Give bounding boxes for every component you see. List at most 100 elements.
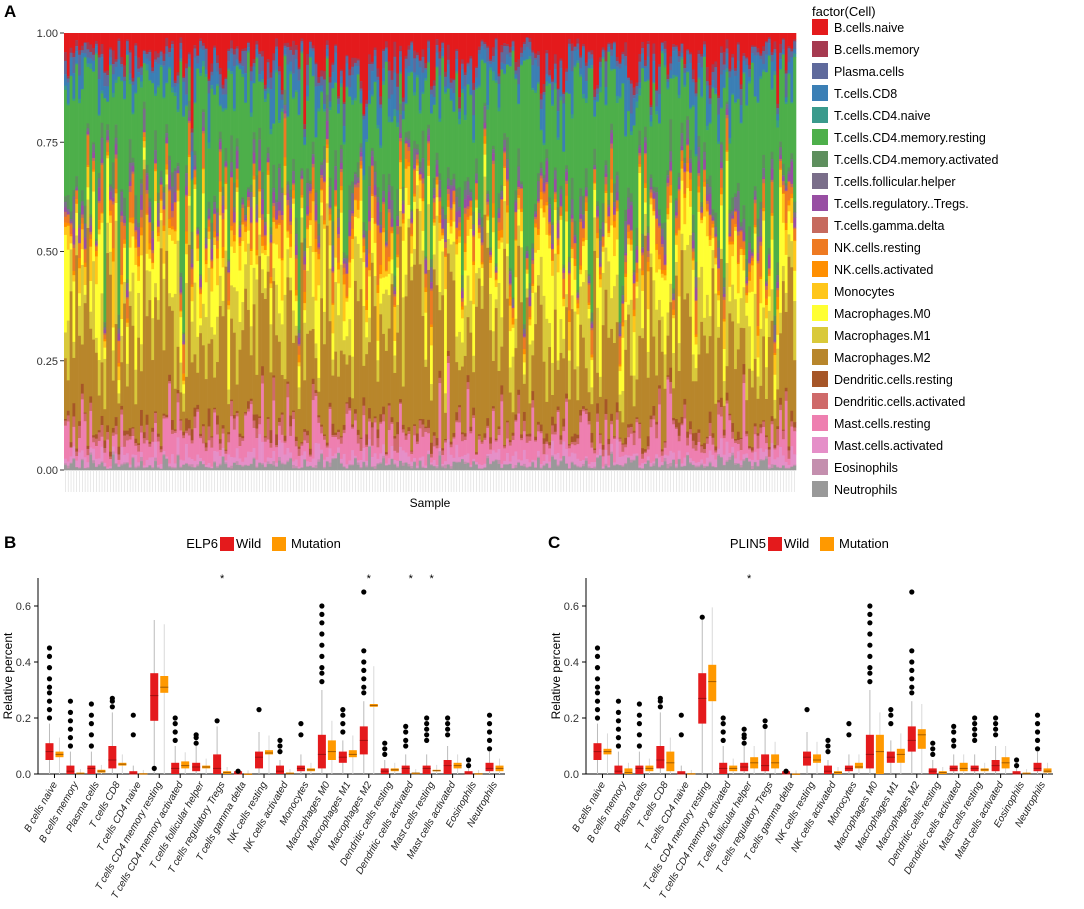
bar-segment	[604, 61, 608, 88]
bar-segment	[292, 310, 296, 344]
bar-segment	[435, 184, 439, 198]
bar-segment	[576, 60, 580, 64]
bar-segment	[455, 50, 459, 60]
bar-segment	[280, 111, 284, 189]
bar-segment	[286, 181, 290, 185]
bar-segment	[370, 193, 374, 197]
bar-segment	[613, 436, 617, 438]
bar-segment	[142, 101, 146, 109]
bar-segment	[635, 94, 639, 102]
bar-segment	[534, 59, 538, 91]
bar-segment	[486, 109, 490, 191]
bar-segment	[570, 177, 574, 200]
bar-segment	[275, 38, 279, 47]
bar-segment	[629, 375, 634, 425]
bar-segment	[261, 171, 265, 190]
bar-segment	[486, 33, 490, 47]
bar-segment	[170, 217, 175, 227]
bar-segment	[587, 421, 591, 425]
bar-segment	[441, 48, 445, 57]
bar-segment	[399, 461, 403, 471]
bar-segment	[128, 439, 132, 465]
bar-segment	[491, 145, 496, 150]
bar-segment	[75, 51, 79, 64]
bar-segment	[269, 443, 273, 448]
bar-segment	[320, 454, 324, 471]
bar-segment	[97, 360, 101, 396]
bar-segment	[435, 44, 439, 53]
bar-segment	[576, 438, 580, 445]
bar-segment	[286, 47, 290, 65]
bar-segment	[613, 201, 617, 208]
bar-segment	[655, 438, 659, 455]
bar-segment	[387, 116, 391, 123]
bar-segment	[663, 388, 667, 442]
bar-segment	[551, 455, 555, 458]
bar-segment	[114, 59, 118, 63]
bar-segment	[643, 451, 648, 454]
bar-segment	[475, 87, 479, 90]
bar-segment	[525, 59, 529, 247]
bar-segment	[407, 33, 411, 46]
bar-segment	[249, 66, 253, 72]
bar-segment	[165, 143, 169, 145]
bar-segment	[159, 67, 163, 172]
legend-label: T.cells.follicular.helper	[834, 175, 956, 189]
bar-segment	[579, 415, 583, 423]
bar-segment	[109, 468, 113, 471]
bar-segment	[182, 343, 186, 346]
bar-segment	[396, 33, 400, 74]
bar-segment	[294, 295, 298, 302]
bar-segment	[201, 460, 206, 465]
bar-segment	[559, 458, 563, 461]
bar-segment	[590, 387, 594, 405]
bar-segment	[593, 189, 597, 218]
legend-swatch	[812, 85, 828, 101]
bar-segment	[170, 203, 175, 212]
bar-segment	[359, 147, 363, 153]
bar-segment	[213, 245, 217, 335]
bar-segment	[475, 173, 479, 181]
bar-segment	[643, 449, 648, 452]
bar-segment	[328, 409, 332, 449]
bar-segment	[514, 419, 518, 422]
bar-segment	[258, 81, 262, 129]
bar-segment	[218, 215, 222, 277]
bar-segment	[452, 178, 456, 187]
bar-segment	[145, 175, 149, 191]
bar-segment	[638, 467, 642, 469]
bar-segment	[269, 33, 273, 73]
bar-segment	[480, 264, 484, 269]
bar-segment	[666, 375, 670, 378]
bar-segment	[658, 225, 662, 229]
bar-segment	[297, 409, 301, 447]
bar-segment	[111, 50, 115, 65]
bar-segment	[573, 67, 577, 221]
bar-segment	[156, 468, 161, 471]
bar-segment	[576, 458, 580, 467]
bar-segment	[140, 371, 144, 411]
bar-segment	[365, 103, 369, 108]
bar-segment	[548, 223, 552, 234]
bar-segment	[94, 256, 99, 285]
bar-segment	[303, 291, 307, 304]
bar-segment	[94, 245, 99, 248]
bar-segment	[247, 465, 251, 467]
bar-segment	[148, 201, 152, 208]
bar-segment	[528, 289, 532, 297]
bar-segment	[114, 61, 118, 68]
legend-label: Dendritic.cells.resting	[834, 373, 953, 387]
bar-segment	[232, 462, 237, 464]
bar-segment	[601, 56, 605, 60]
bar-segment	[483, 214, 487, 434]
bar-segment	[345, 301, 349, 337]
bar-segment	[486, 214, 490, 217]
bar-segment	[621, 466, 625, 471]
bar-segment	[283, 435, 287, 442]
bar-segment	[89, 447, 93, 453]
bar-segment	[590, 354, 594, 358]
bar-segment	[672, 417, 676, 421]
bar-segment	[556, 406, 560, 411]
bar-segment	[435, 468, 439, 471]
bar-segment	[218, 67, 222, 75]
